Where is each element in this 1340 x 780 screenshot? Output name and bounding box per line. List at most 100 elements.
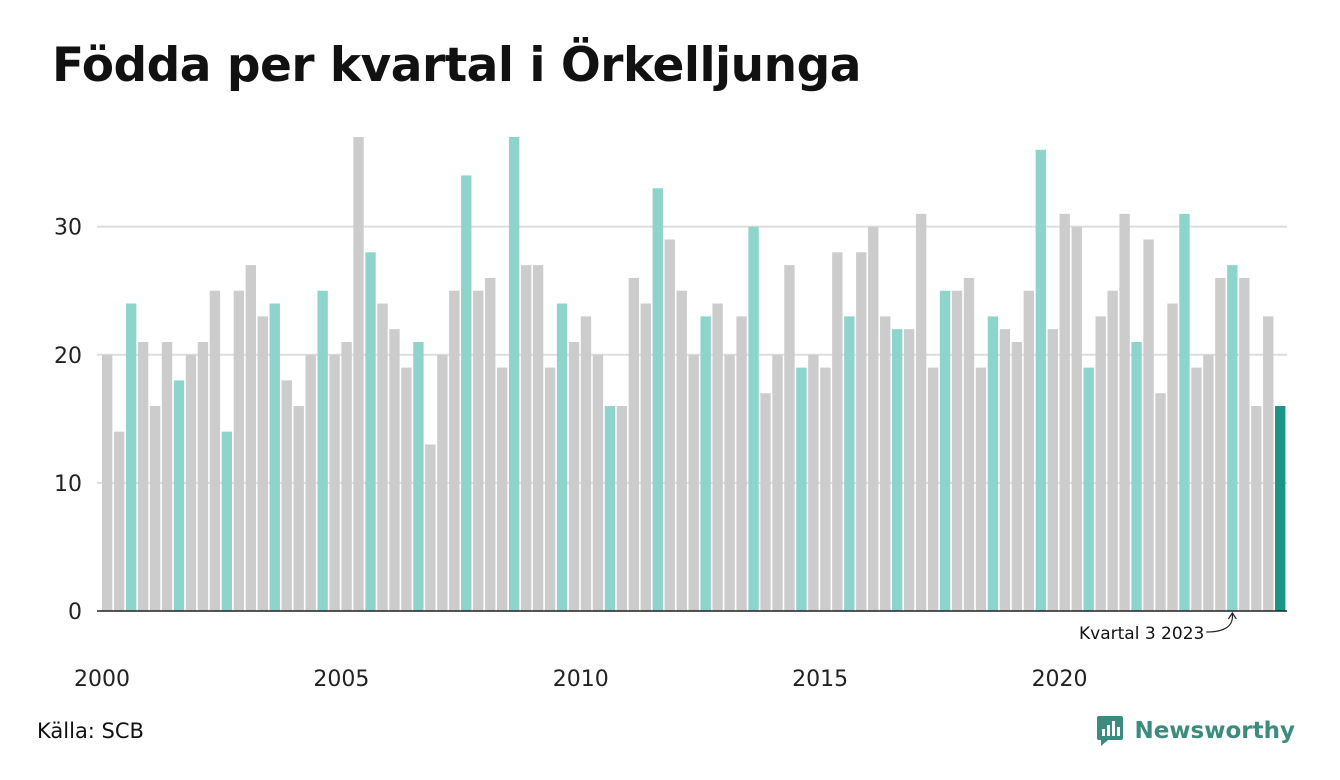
y-tick-label: 20	[54, 344, 82, 369]
y-tick-label: 0	[68, 600, 82, 625]
bar	[544, 367, 556, 611]
bar	[1107, 290, 1118, 611]
bar	[305, 354, 316, 611]
bar	[796, 367, 807, 611]
bar	[999, 329, 1011, 611]
bar	[413, 341, 424, 611]
bar	[1215, 277, 1226, 611]
newsworthy-logo-icon	[1097, 716, 1124, 746]
bar	[257, 316, 268, 611]
bar	[137, 341, 149, 611]
bar	[102, 354, 113, 611]
bar	[1167, 303, 1178, 611]
x-tick-label: 2000	[74, 667, 130, 692]
bar	[880, 316, 891, 611]
bar	[1227, 265, 1238, 611]
bar	[616, 406, 628, 611]
bar	[437, 354, 448, 611]
bar	[1011, 341, 1023, 611]
chart-title: Födda per kvartal i Örkelljunga	[52, 38, 861, 93]
bar	[724, 354, 735, 611]
annotation-label: Kvartal 3 2023	[1079, 624, 1204, 644]
bar	[760, 393, 771, 611]
y-tick-label: 30	[54, 216, 82, 241]
bar	[688, 354, 699, 611]
bar	[808, 354, 819, 611]
bar	[245, 265, 257, 611]
bar	[676, 290, 687, 611]
bar	[628, 277, 640, 611]
bar	[1275, 406, 1286, 611]
bar	[556, 303, 568, 611]
bar	[161, 341, 173, 611]
bar	[508, 137, 520, 611]
bar	[903, 329, 915, 611]
bar	[233, 290, 245, 611]
bar	[568, 341, 580, 611]
bar	[939, 290, 951, 611]
source-note: Källa: SCB	[37, 719, 144, 743]
x-tick-label: 2020	[1032, 667, 1088, 692]
bar	[449, 290, 460, 611]
bar	[963, 277, 975, 611]
bar	[832, 252, 843, 611]
bar	[592, 354, 604, 611]
bar	[844, 316, 855, 611]
bar	[915, 213, 927, 611]
annotation-arrow	[1206, 613, 1233, 633]
annotation-arrowhead	[1227, 611, 1237, 620]
bar	[927, 367, 939, 611]
bar	[736, 316, 747, 611]
x-tick-label: 2015	[792, 667, 848, 692]
bar	[712, 303, 723, 611]
bar	[1191, 367, 1202, 611]
bar	[293, 406, 304, 611]
bar	[1071, 226, 1082, 612]
bar	[1119, 213, 1130, 611]
bar	[377, 303, 388, 611]
bar	[520, 265, 532, 611]
bar	[604, 406, 616, 611]
bar	[748, 226, 759, 612]
bar	[652, 188, 663, 612]
bar	[1059, 213, 1070, 611]
bar	[1143, 239, 1154, 611]
bar	[473, 290, 484, 611]
bar	[113, 431, 125, 611]
bar	[1203, 354, 1214, 611]
bar	[532, 265, 544, 611]
bar	[1179, 213, 1190, 611]
bar	[341, 341, 352, 611]
bar	[700, 316, 711, 611]
bar	[353, 137, 364, 611]
bar	[987, 316, 999, 611]
bar	[1155, 393, 1166, 611]
bar	[1239, 277, 1250, 611]
bar	[772, 354, 783, 611]
bar	[149, 406, 161, 611]
bar	[485, 277, 496, 611]
x-tick-label: 2010	[553, 667, 609, 692]
bar	[425, 444, 436, 611]
bar	[329, 354, 340, 611]
bar	[580, 316, 592, 611]
bar	[1131, 341, 1142, 611]
bar	[856, 252, 867, 611]
bar	[820, 367, 831, 611]
bar	[1083, 367, 1094, 611]
bar	[269, 303, 280, 611]
bar	[125, 303, 137, 611]
bar	[664, 239, 675, 611]
bar	[197, 341, 209, 611]
bar	[1263, 316, 1274, 611]
bar	[1023, 290, 1035, 611]
bar	[281, 380, 292, 611]
bar	[497, 367, 508, 611]
bar	[975, 367, 987, 611]
bar	[868, 226, 879, 612]
bar	[209, 290, 221, 611]
bar	[892, 329, 903, 611]
bar	[951, 290, 963, 611]
bar	[221, 431, 233, 611]
